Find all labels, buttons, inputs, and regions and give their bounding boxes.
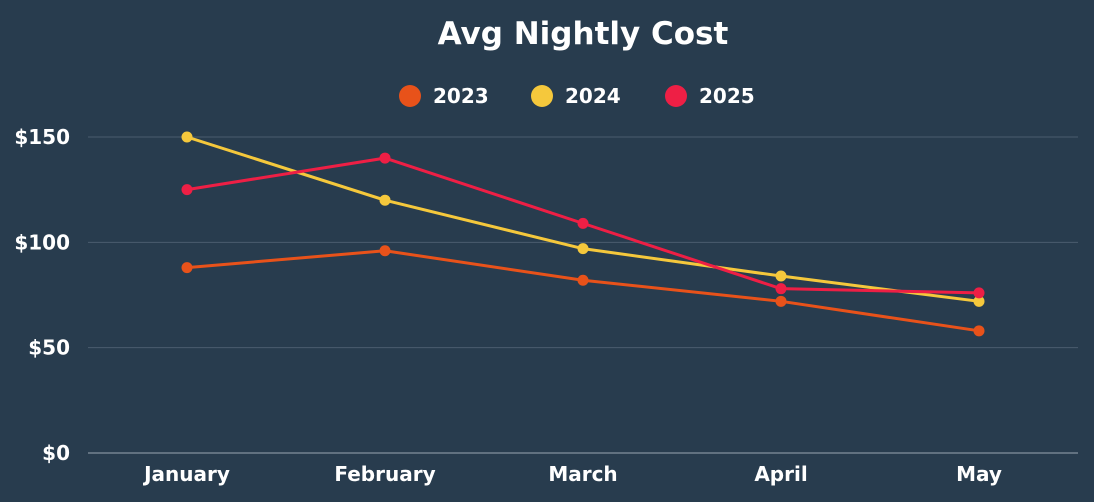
legend-item-2023[interactable]: 2023	[399, 84, 489, 108]
y-axis-ticks: $0 $50 $100 $150	[14, 125, 70, 465]
series-2023	[181, 245, 985, 337]
data-point[interactable]	[577, 243, 589, 255]
y-tick-label: $50	[28, 336, 70, 360]
data-point[interactable]	[973, 295, 985, 307]
x-tick-label: May	[956, 462, 1002, 486]
data-point[interactable]	[775, 270, 787, 282]
legend-marker	[531, 85, 553, 107]
legend-label: 2025	[699, 84, 755, 108]
data-point[interactable]	[577, 217, 589, 229]
x-tick-label: March	[548, 462, 617, 486]
data-point[interactable]	[181, 262, 193, 274]
data-point[interactable]	[775, 283, 787, 295]
legend: 2023 2024 2025	[399, 84, 755, 108]
data-point[interactable]	[379, 245, 391, 257]
data-point[interactable]	[379, 194, 391, 206]
y-tick-label: $100	[14, 230, 70, 254]
data-point[interactable]	[577, 274, 589, 286]
x-axis-ticks: January February March April May	[142, 462, 1002, 486]
legend-marker	[665, 85, 687, 107]
series-2025	[181, 152, 985, 299]
y-tick-label: $150	[14, 125, 70, 149]
grid-lines	[88, 136, 1078, 454]
data-point[interactable]	[973, 287, 985, 299]
x-tick-label: April	[754, 462, 807, 486]
legend-marker	[399, 85, 421, 107]
y-tick-label: $0	[42, 441, 70, 465]
data-point[interactable]	[775, 295, 787, 307]
legend-item-2025[interactable]: 2025	[665, 84, 755, 108]
x-tick-label: February	[334, 462, 435, 486]
data-point[interactable]	[973, 325, 985, 337]
data-point[interactable]	[181, 131, 193, 143]
chart-title: Avg Nightly Cost	[438, 16, 729, 52]
legend-label: 2024	[565, 84, 621, 108]
series-2024	[181, 131, 985, 307]
legend-label: 2023	[433, 84, 489, 108]
data-point[interactable]	[181, 184, 193, 196]
legend-item-2024[interactable]: 2024	[531, 84, 621, 108]
series-group	[181, 131, 985, 337]
x-tick-label: January	[142, 462, 230, 486]
data-point[interactable]	[379, 152, 391, 164]
